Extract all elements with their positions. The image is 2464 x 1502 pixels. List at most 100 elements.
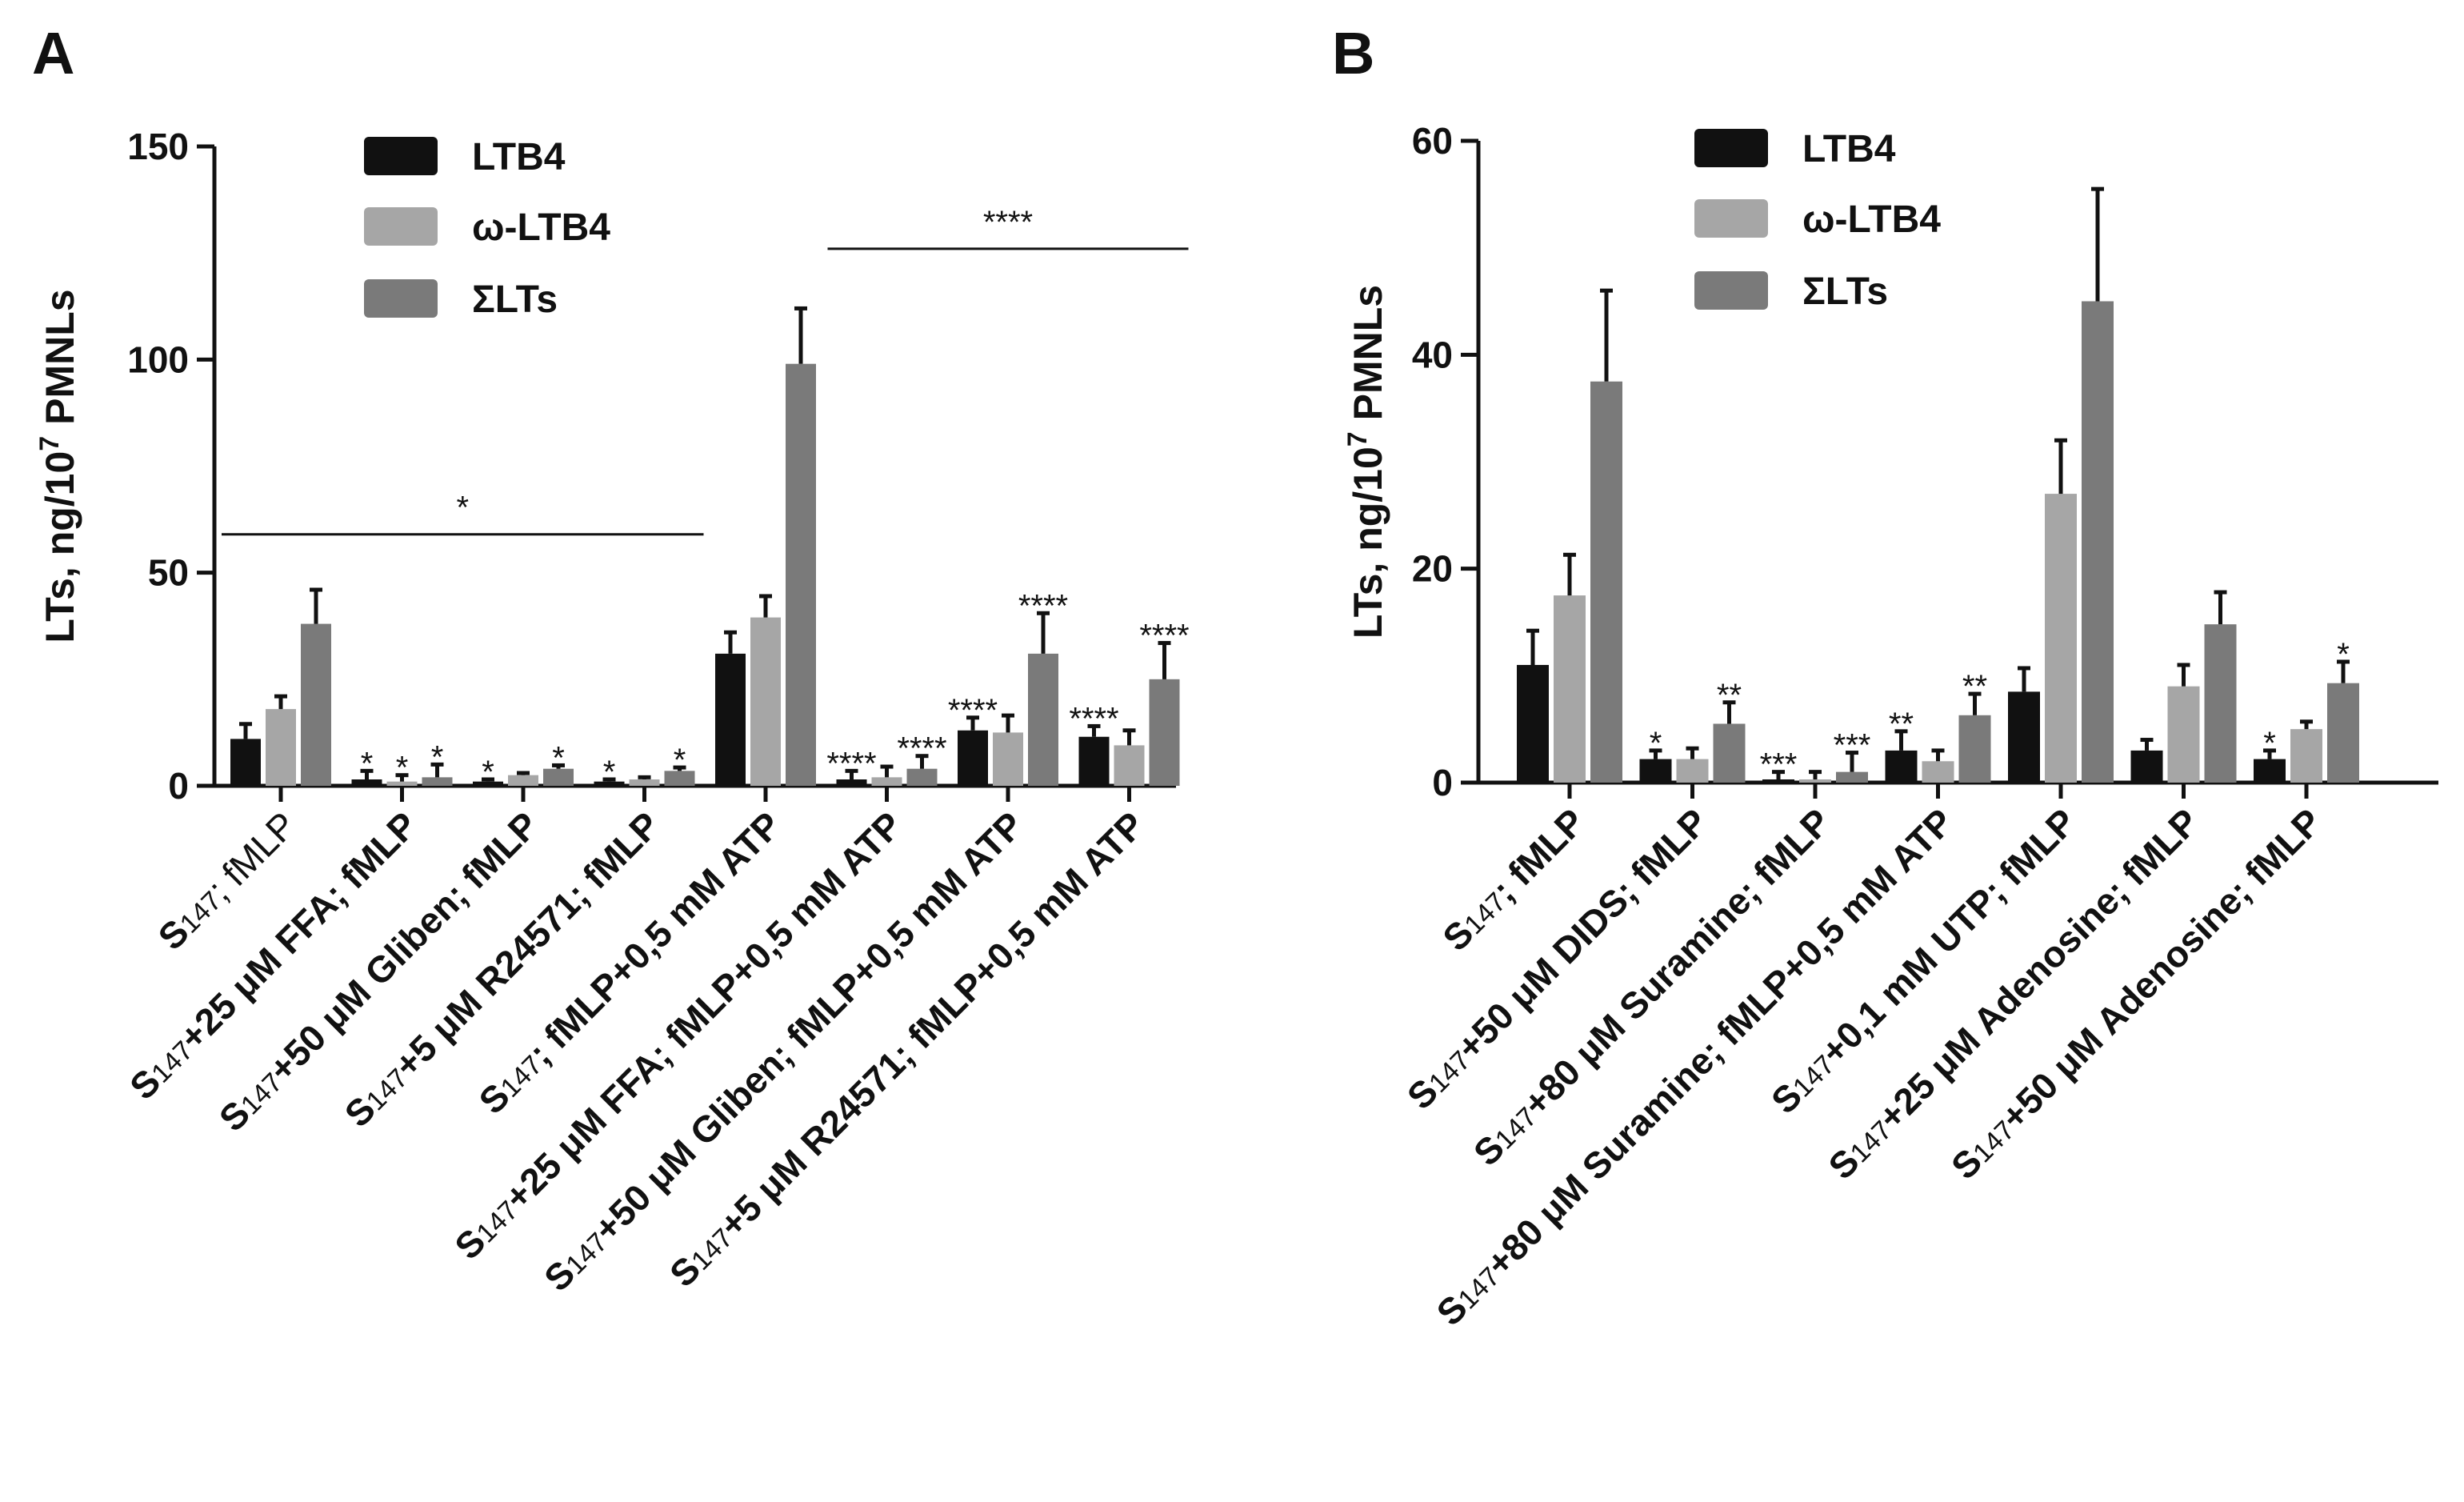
legend-label-2: ω-LTB4 xyxy=(1802,198,1941,241)
y-tick-label: 20 xyxy=(1412,548,1453,590)
bar-3 xyxy=(2327,683,2359,783)
bar-2 xyxy=(2045,494,2077,783)
bar-2 xyxy=(508,775,538,786)
legend-swatch-3 xyxy=(1694,271,1768,310)
panel-letter: B xyxy=(1332,20,1374,86)
panel-letter: A xyxy=(32,20,74,86)
bar-3 xyxy=(1028,653,1058,786)
y-axis-label: LTs, ng/107 PMNLs xyxy=(1342,285,1390,639)
significance-marker: **** xyxy=(1069,701,1118,736)
bar-3 xyxy=(543,768,574,786)
x-category-label-rest: +5 μM R24571; fMLP+0,5 mM ATP xyxy=(711,803,1153,1245)
significance-marker: * xyxy=(2337,637,2350,672)
bar-3 xyxy=(786,363,816,786)
bar-1 xyxy=(958,730,988,786)
significance-marker: ** xyxy=(1717,678,1742,713)
significance-marker: **** xyxy=(897,731,946,767)
legend-label-1: LTB4 xyxy=(1802,128,1896,170)
significance-marker: * xyxy=(603,755,616,790)
bar-3 xyxy=(1149,679,1180,786)
legend-swatch-1 xyxy=(364,137,438,175)
y-axis-label-tail: PMNLs xyxy=(38,289,82,435)
y-tick-label: 150 xyxy=(127,126,189,167)
significance-marker: **** xyxy=(826,746,876,781)
significance-marker: * xyxy=(674,743,686,778)
bar-2 xyxy=(2290,729,2322,783)
significance-marker: **** xyxy=(1018,588,1068,623)
bar-2 xyxy=(1799,779,1831,783)
bar-3 xyxy=(422,777,453,786)
x-category-label-rest: ; fMLP xyxy=(199,803,304,908)
bar-2 xyxy=(871,777,902,786)
significance-marker: * xyxy=(361,746,374,781)
legend-swatch-3 xyxy=(364,279,438,318)
bar-1 xyxy=(2130,750,2163,783)
significance-marker: *** xyxy=(1760,747,1798,783)
bar-2 xyxy=(629,779,660,786)
bar-3 xyxy=(301,623,331,786)
legend-label-3: ΣLTs xyxy=(1802,270,1888,313)
significance-marker: * xyxy=(431,739,444,775)
y-axis-label-superscript: 7 xyxy=(34,436,65,451)
y-axis-label-main: LTs, ng/10 xyxy=(38,451,82,643)
y-tick-label: 60 xyxy=(1412,120,1453,162)
significance-marker: **** xyxy=(948,693,998,728)
legend-swatch-1 xyxy=(1694,129,1768,167)
chart-panel-a: A 0 50 100 150 LTs, ng/107 PMNLs LTB4 ω-LTB4 ΣLT… xyxy=(32,20,1190,1299)
bar-1 xyxy=(2008,691,2040,783)
y-axis-label-superscript: 7 xyxy=(1342,431,1373,447)
group-bracket-label: **** xyxy=(983,205,1033,240)
significance-marker: * xyxy=(552,740,565,775)
bar-2 xyxy=(750,617,781,786)
bar-2 xyxy=(1676,759,1709,783)
significance-marker: * xyxy=(2263,726,2276,761)
bar-3 xyxy=(1958,715,1991,783)
y-tick-label: 100 xyxy=(127,338,189,380)
bar-1 xyxy=(2254,759,2286,783)
bar-1 xyxy=(473,781,503,786)
significance-marker: ** xyxy=(1889,707,1914,742)
x-category-label-rest: +25 μM FFA; fMLP xyxy=(171,803,426,1058)
x-category-label-rest: +80 μM Suramine; fMLP+0,5 mM ATP xyxy=(1478,800,1961,1284)
bar-3 xyxy=(1836,771,1868,783)
bar-1 xyxy=(351,779,382,786)
y-tick-label: 40 xyxy=(1412,334,1453,375)
x-category-label: S147+25 μM FFA; fMLP+0,5 mM ATP xyxy=(446,803,910,1267)
legend-swatch-2 xyxy=(364,207,438,246)
group-bracket-label: * xyxy=(456,491,469,526)
x-category-label-rest: ; fMLP xyxy=(1484,800,1593,909)
bar-3 xyxy=(1713,723,1746,783)
y-tick-label: 0 xyxy=(168,765,189,807)
significance-marker: ** xyxy=(1962,669,1987,704)
x-category-label-rest: +50 μM Gliben; fMLP+0,5 mM ATP xyxy=(586,803,1031,1249)
y-axis-label-main: LTs, ng/10 xyxy=(1346,447,1390,639)
bar-3 xyxy=(664,771,695,786)
legend-swatch-2 xyxy=(1694,199,1768,238)
bar-3 xyxy=(2204,624,2237,783)
bar-1 xyxy=(1517,664,1549,783)
bar-3 xyxy=(2082,301,2114,783)
legend-label-2: ω-LTB4 xyxy=(472,206,610,249)
bar-1 xyxy=(1078,736,1110,786)
bar-2 xyxy=(266,709,296,786)
bar-1 xyxy=(230,739,261,786)
bar-1 xyxy=(715,653,746,786)
significance-marker: **** xyxy=(1139,619,1189,654)
bar-2 xyxy=(993,732,1023,786)
bar-1 xyxy=(836,779,867,786)
bar-3 xyxy=(906,768,938,786)
significance-marker: * xyxy=(1650,726,1662,761)
y-axis-label: LTs, ng/107 PMNLs xyxy=(34,289,82,643)
bar-3 xyxy=(1590,381,1622,783)
bar-1 xyxy=(1885,750,1918,783)
bar-1 xyxy=(594,781,625,786)
legend-label-1: LTB4 xyxy=(472,136,566,178)
y-tick-label: 0 xyxy=(1432,762,1453,803)
bar-2 xyxy=(1114,745,1145,786)
significance-marker: * xyxy=(396,751,409,786)
bar-1 xyxy=(1762,779,1794,783)
y-axis-label-tail: PMNLs xyxy=(1346,285,1390,431)
bar-2 xyxy=(386,781,418,786)
